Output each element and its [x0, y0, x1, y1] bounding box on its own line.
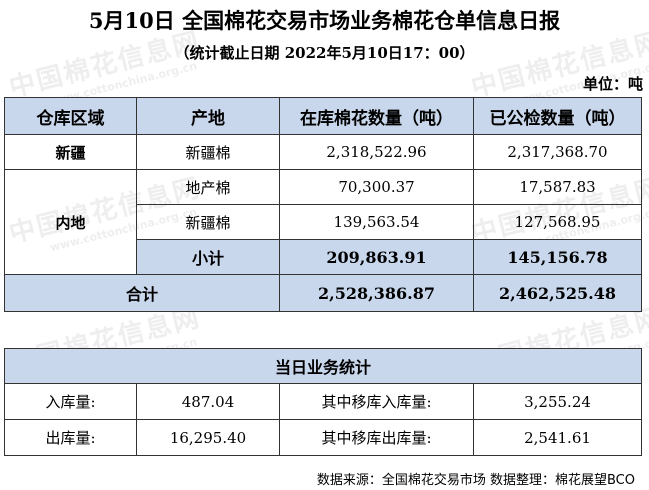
in-stock-cell: 2,318,522.96	[279, 134, 474, 170]
total-inspected: 2,462,525.48	[473, 274, 642, 312]
origin-cell: 新疆棉	[136, 204, 280, 240]
report-date: （统计截止日期 2022年5月10日17：00）	[174, 44, 475, 62]
transfer-in-label: 其中移库入库量:	[279, 383, 474, 420]
origin-cell: 新疆棉	[136, 134, 280, 170]
in-value: 487.04	[136, 383, 280, 420]
table-row: 入库量: 487.04 其中移库入库量: 3,255.24	[4, 383, 643, 420]
source-note: 数据来源：全国棉花交易市场 数据整理：棉花展望BCO	[316, 473, 635, 488]
table-row: 出库量: 16,295.40 其中移库出库量: 2,541.61	[4, 419, 643, 456]
header-inspected: 已公检数量（吨）	[473, 97, 642, 135]
inspected-cell: 2,317,368.70	[473, 134, 642, 170]
warehouse-table: 仓库区域 产地 在库棉花数量（吨） 已公检数量（吨） 新疆 新疆棉 2,318,…	[4, 97, 642, 312]
transfer-out-value: 2,541.61	[472, 419, 643, 456]
table-row: 内地 地产棉 70,300.37 17,587.83	[4, 169, 642, 275]
inspected-cell: 127,568.95	[473, 204, 642, 240]
table-row: 新疆 新疆棉 2,318,522.96 2,317,368.70	[4, 134, 642, 170]
out-label: 出库量:	[4, 419, 137, 456]
out-value: 16,295.40	[136, 419, 280, 456]
daily-header-row: 当日业务统计	[3, 348, 643, 384]
table-header-row: 仓库区域 产地 在库棉花数量（吨） 已公检数量（吨）	[4, 97, 642, 135]
total-row: 合计 2,528,386.87 2,462,525.48	[4, 274, 642, 312]
unit-label: 单位：吨	[582, 75, 643, 93]
subtotal-in-stock: 209,863.91	[279, 239, 474, 275]
header-origin: 产地	[136, 97, 280, 135]
in-stock-cell: 70,300.37	[279, 169, 474, 205]
total-in-stock: 2,528,386.87	[279, 274, 474, 312]
table-row: 新疆棉 139,563.54 127,568.95	[5, 204, 642, 240]
region-xinjiang: 新疆	[4, 134, 137, 170]
inspected-cell: 17,587.83	[473, 169, 642, 205]
origin-cell: 地产棉	[136, 169, 280, 205]
total-label: 合计	[4, 274, 280, 312]
region-neidi: 内地	[4, 169, 137, 275]
subtotal-label: 小计	[136, 239, 280, 275]
in-label: 入库量:	[4, 383, 137, 420]
transfer-in-value: 3,255.24	[472, 383, 643, 420]
subtotal-row: 小计 209,863.91 145,156.78	[5, 239, 642, 275]
header-in-stock: 在库棉花数量（吨）	[279, 97, 474, 135]
page-title: 5月10日 全国棉花交易市场业务棉花仓单信息日报	[88, 8, 561, 33]
daily-title: 当日业务统计	[3, 348, 643, 384]
transfer-out-label: 其中移库出库量:	[279, 419, 474, 456]
in-stock-cell: 139,563.54	[279, 204, 474, 240]
subtotal-inspected: 145,156.78	[473, 239, 642, 275]
header-region: 仓库区域	[4, 97, 137, 135]
daily-stats-table: 当日业务统计 入库量: 487.04 其中移库入库量: 3,255.24 出库量…	[3, 348, 643, 456]
